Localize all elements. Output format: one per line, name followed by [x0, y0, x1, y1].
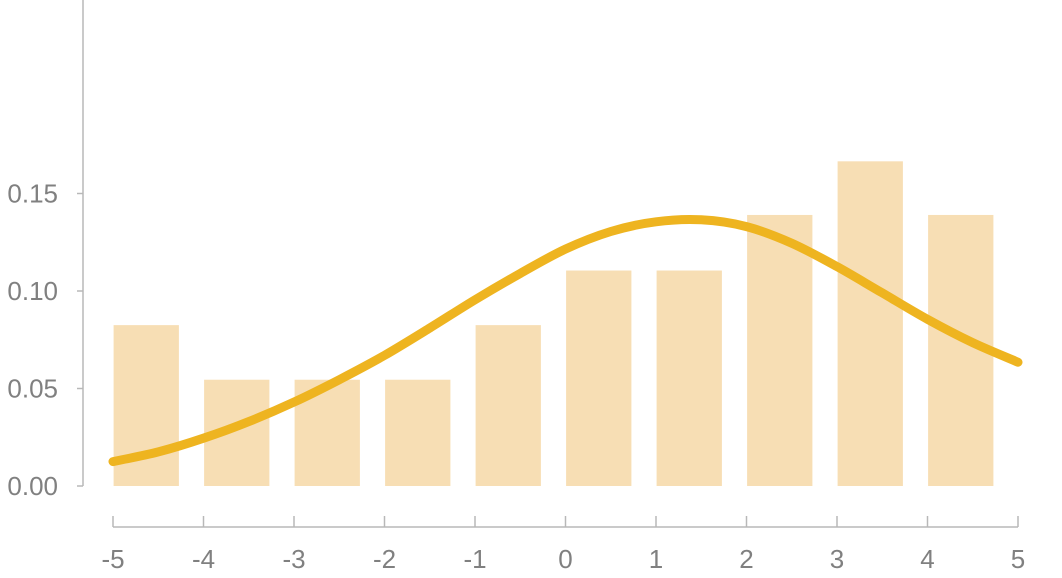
- x-tick-label-3: -2: [373, 544, 396, 574]
- x-tick-label-6: 1: [649, 544, 663, 574]
- density-curve: [108, 214, 1023, 467]
- bar-4: [475, 325, 541, 486]
- y-tick-label-0: 0.00: [7, 471, 58, 501]
- x-tick-label-7: 2: [739, 544, 753, 574]
- x-tick-label-9: 4: [920, 544, 934, 574]
- bar-8: [837, 161, 903, 486]
- x-tick-label-4: -1: [463, 544, 486, 574]
- x-tick-label-10: 5: [1011, 544, 1025, 574]
- bar-6: [656, 270, 722, 486]
- x-tick-label-2: -3: [282, 544, 305, 574]
- x-axis-ticks: -5 -4 -3 -2 -1 0 1 2 3 4 5: [101, 516, 1025, 574]
- x-tick-label-1: -4: [192, 544, 215, 574]
- y-tick-label-2: 0.10: [7, 276, 58, 306]
- y-tick-label-3: 0.15: [7, 179, 58, 209]
- y-tick-label-1: 0.05: [7, 374, 58, 404]
- bar-7: [747, 214, 813, 486]
- x-tick-label-8: 3: [830, 544, 844, 574]
- bar-5: [566, 270, 632, 486]
- x-tick-label-5: 0: [558, 544, 572, 574]
- y-axis-ticks: 0.00 0.05 0.10 0.15: [7, 179, 83, 501]
- bars-group: [113, 161, 994, 486]
- x-tick-label-0: -5: [101, 544, 124, 574]
- bar-3: [385, 379, 451, 486]
